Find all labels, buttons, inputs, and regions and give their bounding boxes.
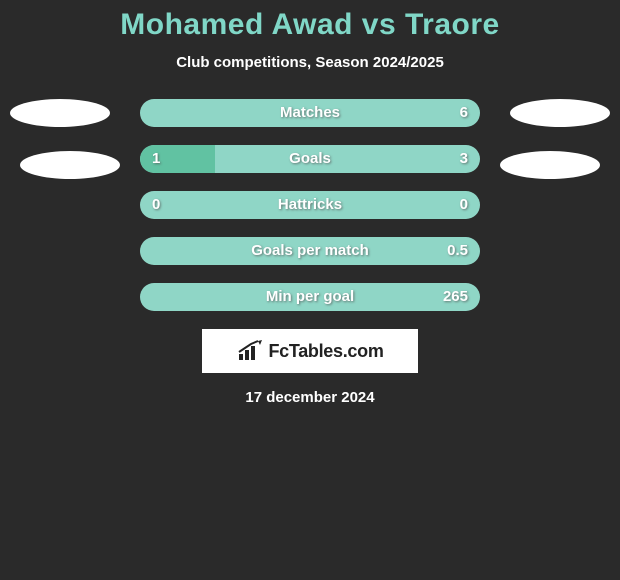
value-player2: 0 [460, 191, 468, 219]
bar-label: Min per goal [140, 283, 480, 311]
comparison-bars: Matches 6 1 Goals 3 0 Hattricks 0 [140, 99, 480, 311]
bar-row: 0 Hattricks 0 [140, 191, 480, 219]
player2-avatar-placeholder-2 [500, 151, 600, 179]
fctables-chart-icon [236, 340, 262, 362]
bar-label: Goals [140, 145, 480, 173]
attribution-text: FcTables.com [268, 341, 383, 362]
value-player2: 6 [460, 99, 468, 127]
player1-avatar-placeholder-2 [20, 151, 120, 179]
bar-row: Min per goal 265 [140, 283, 480, 311]
bar-row: 1 Goals 3 [140, 145, 480, 173]
value-player2: 3 [460, 145, 468, 173]
bar-label: Matches [140, 99, 480, 127]
bar-row: Matches 6 [140, 99, 480, 127]
bar-label: Goals per match [140, 237, 480, 265]
attribution-logo-box: FcTables.com [202, 329, 418, 373]
comparison-infographic: Mohamed Awad vs Traore Club competitions… [0, 0, 620, 580]
player1-avatar-placeholder-1 [10, 99, 110, 127]
page-title: Mohamed Awad vs Traore [0, 0, 620, 42]
date-line: 17 december 2024 [0, 389, 620, 406]
value-player2: 0.5 [447, 237, 468, 265]
value-player2: 265 [443, 283, 468, 311]
player2-avatar-placeholder-1 [510, 99, 610, 127]
bar-label: Hattricks [140, 191, 480, 219]
chart-area: Matches 6 1 Goals 3 0 Hattricks 0 [0, 99, 620, 406]
bar-row: Goals per match 0.5 [140, 237, 480, 265]
subtitle: Club competitions, Season 2024/2025 [0, 54, 620, 71]
